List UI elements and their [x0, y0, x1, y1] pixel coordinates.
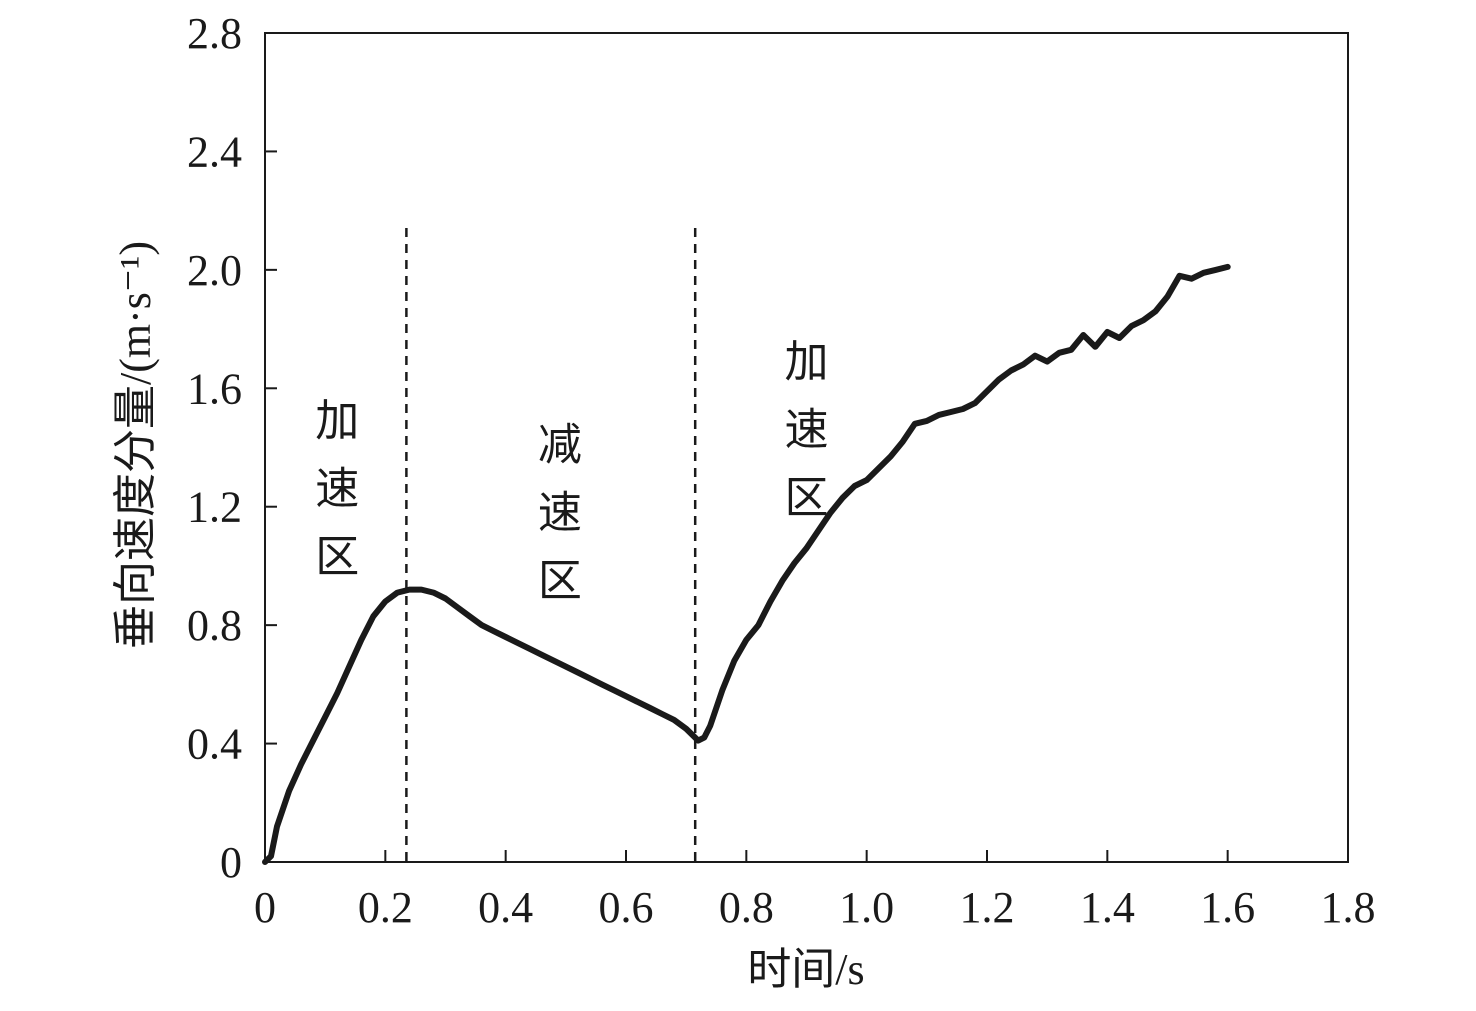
x-tick-label: 1.6 — [1200, 883, 1255, 932]
region-annotation-char: 速 — [538, 488, 582, 537]
y-tick-label: 2.0 — [187, 246, 242, 295]
x-tick-label: 1.8 — [1321, 883, 1376, 932]
region-annotation-char: 减 — [538, 420, 582, 469]
y-tick-label: 2.8 — [187, 9, 242, 58]
y-tick-label: 1.2 — [187, 483, 242, 532]
region-annotation-char: 加 — [315, 397, 359, 446]
region-annotation-char: 加 — [785, 337, 829, 386]
plot-frame — [264, 32, 1349, 863]
x-tick-label: 1.4 — [1080, 883, 1135, 932]
x-tick-label: 0 — [254, 883, 276, 932]
dividers-layer — [405, 228, 697, 862]
x-axis-title: 时间/s — [747, 945, 864, 994]
region-annotation-char: 速 — [785, 405, 829, 454]
x-tick-label: 0.4 — [478, 883, 533, 932]
region-annotation-char: 区 — [785, 473, 829, 522]
y-tick-label: 0.8 — [187, 601, 242, 650]
x-tick-label: 1.0 — [839, 883, 894, 932]
x-tick-label: 0.8 — [719, 883, 774, 932]
region-annotation-char: 区 — [538, 556, 582, 605]
y-tick-label: 0.4 — [187, 720, 242, 769]
y-axis-title: 垂向速度分量/(m·s⁻¹) — [111, 241, 160, 649]
axes-layer: 0 0.2 0.4 0.6 0.8 1.0 1.2 1.4 1.6 1.8 0 0.4 0.8 1.2 1.… — [187, 9, 1376, 932]
velocity-series-line — [262, 263, 1231, 865]
series-layer — [262, 263, 1231, 865]
y-tick-label: 2.4 — [187, 127, 242, 176]
y-tick-label: 0 — [220, 838, 242, 887]
x-tick-label: 0.6 — [599, 883, 654, 932]
y-tick-label: 1.6 — [187, 364, 242, 413]
x-tick-label: 1.2 — [960, 883, 1015, 932]
region-annotation-char: 区 — [315, 533, 359, 582]
x-tick-label: 0.2 — [358, 883, 413, 932]
region-annotation-char: 速 — [315, 465, 359, 514]
